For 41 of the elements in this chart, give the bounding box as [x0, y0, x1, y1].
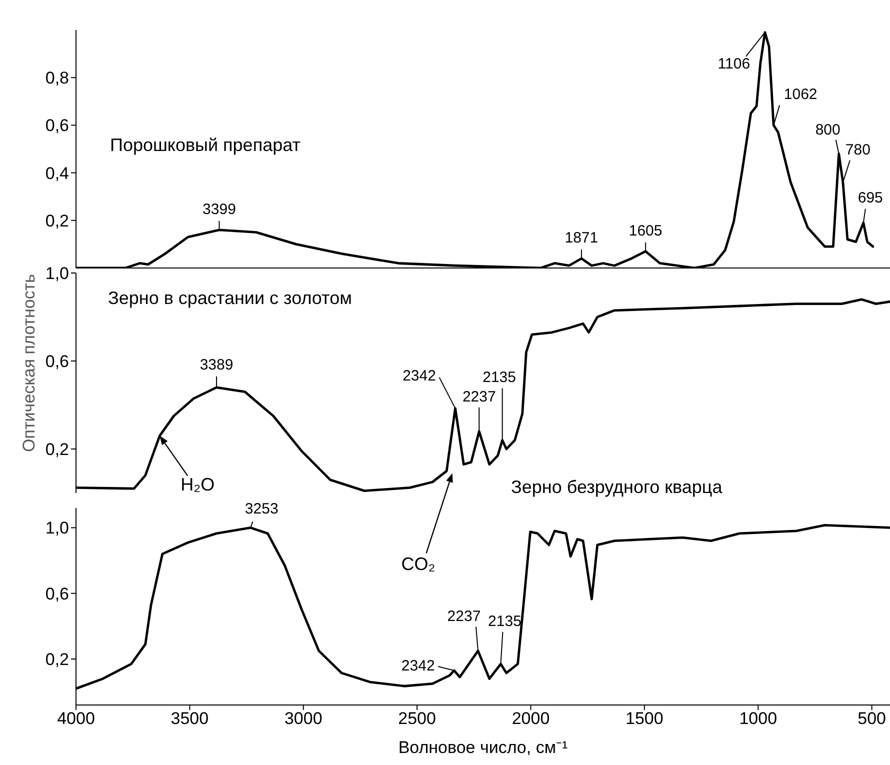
y-tick-label: 0,4 [45, 164, 69, 183]
x-tick-label: 4000 [57, 709, 95, 728]
x-tick-label: 500 [858, 709, 886, 728]
x-tick-label: 2000 [512, 709, 550, 728]
x-tick-label: 1000 [739, 709, 778, 728]
annotation: 780 [845, 141, 870, 158]
annotation: 2237 [447, 608, 481, 625]
text: Зерно в срастании с золотом [108, 288, 352, 309]
annotation: 2342 [402, 366, 436, 384]
x-axis-title: Волновое число, см⁻¹ [398, 738, 568, 757]
annotation: 2135 [488, 612, 522, 630]
y-tick-label: 1,0 [45, 264, 69, 283]
annotation: 1871 [564, 229, 598, 246]
x-tick-label: 2500 [398, 709, 436, 728]
annotation: 800 [815, 122, 840, 139]
y-tick-label: 0,6 [45, 352, 69, 371]
annotation: CO₂ [401, 553, 436, 574]
annotation: 2237 [462, 388, 496, 405]
annotation: 695 [858, 190, 883, 207]
y-tick-label: 0,6 [45, 584, 69, 604]
y-tick-label: 0,2 [45, 650, 69, 670]
x-tick-label: 3000 [284, 709, 322, 728]
annotation: 3389 [200, 356, 234, 373]
x-tick-label: 3500 [170, 709, 209, 728]
annotation: 1605 [628, 222, 662, 240]
annotation: 3399 [202, 200, 236, 218]
y-tick-label: 0,6 [45, 116, 69, 136]
y-tick-label: 1,0 [45, 518, 69, 538]
y-axis-title: Оптическая плотность [19, 273, 38, 452]
annotation: H₂O [180, 474, 215, 494]
y-tick-label: 0,2 [45, 211, 69, 230]
annotation: 1062 [784, 86, 818, 104]
y-tick-label: 0,8 [45, 68, 69, 88]
y-tick-label: 0,2 [45, 440, 69, 459]
text: Зерно безрудного кварца [511, 477, 722, 498]
annotation: 2342 [401, 657, 435, 674]
annotation: 2135 [482, 368, 516, 386]
annotation: 3253 [244, 500, 278, 518]
x-tick-label: 1500 [626, 709, 664, 728]
annotation: 1106 [718, 55, 750, 72]
text: Порошковый препарат [110, 135, 300, 156]
